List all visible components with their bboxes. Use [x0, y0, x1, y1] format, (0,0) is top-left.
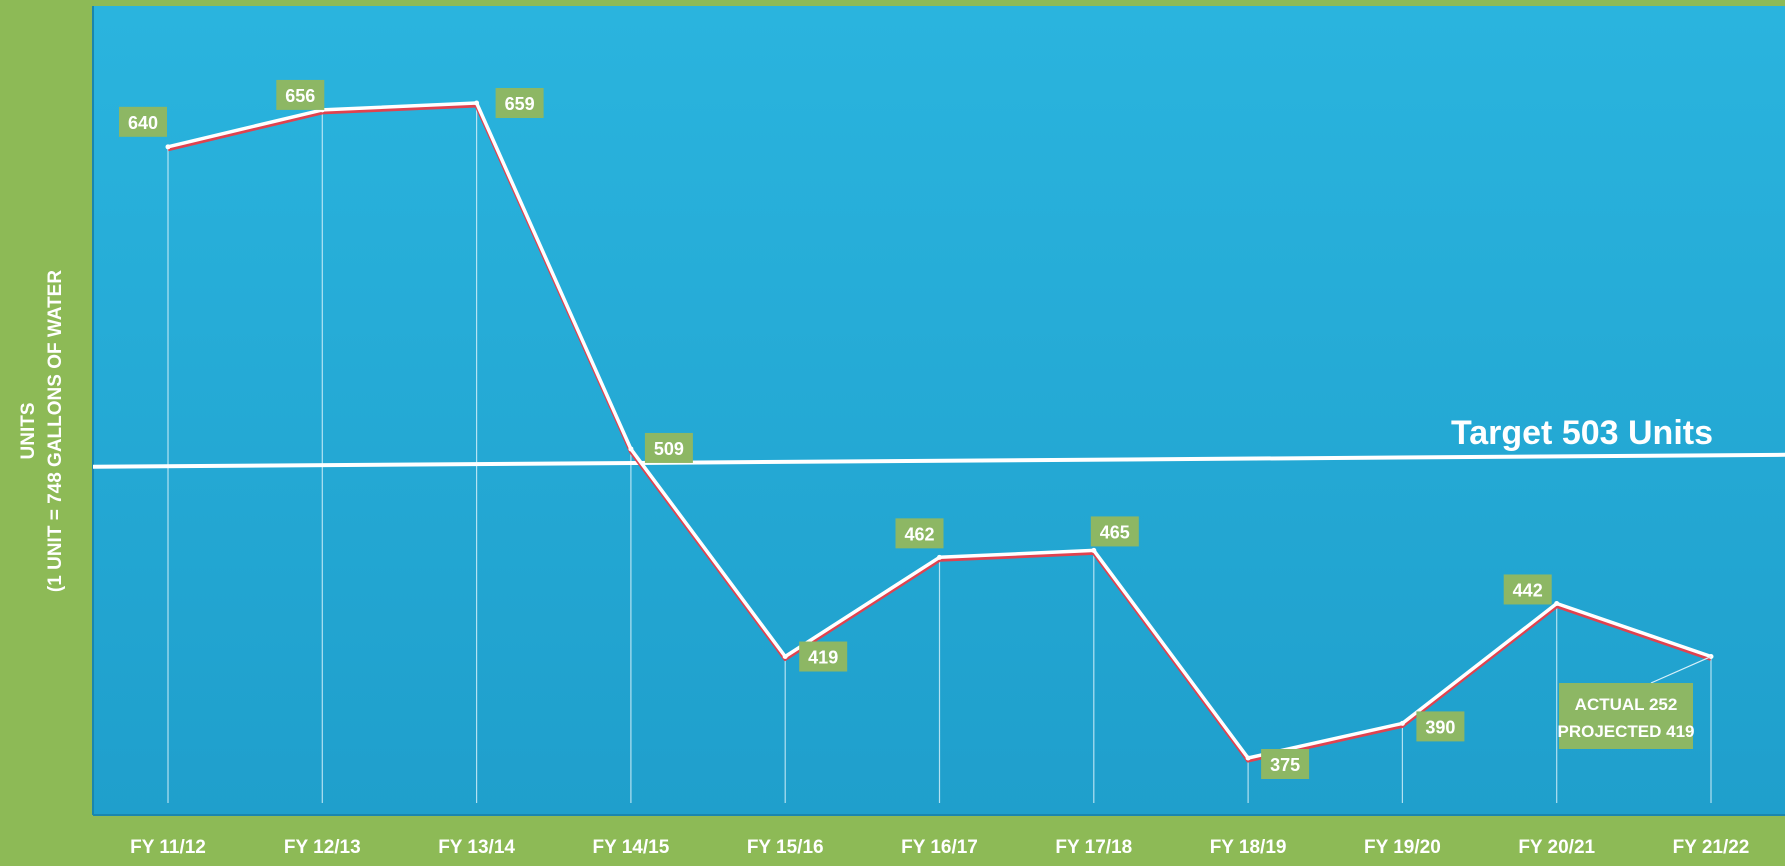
data-label-box	[799, 641, 848, 672]
data-label-box	[1503, 574, 1552, 605]
data-label-box	[276, 79, 325, 110]
data-point-FY 14/15	[628, 446, 634, 452]
data-label-box	[119, 106, 167, 137]
data-label-FY 13/14: 659	[495, 88, 544, 118]
data-label-box	[495, 88, 544, 118]
data-label-box	[1416, 711, 1465, 742]
y-axis-label: UNITS (1 UNIT = 748 GALLONS OF WATER	[15, 270, 69, 592]
x-tick-label-FY 15/16: FY 15/16	[747, 837, 824, 858]
data-label-FY 18/19: 375	[1261, 749, 1310, 779]
data-label-FY 16/17: 462	[895, 518, 944, 549]
x-tick-label-FY 16/17: FY 16/17	[901, 837, 978, 858]
data-point-FY 16/17	[937, 554, 942, 560]
annotation-leader	[1650, 655, 1712, 684]
y-axis-label-line2: (1 UNIT = 748 GALLONS OF WATER	[45, 269, 66, 593]
data-label-box	[1261, 749, 1310, 779]
data-label-text: 640	[128, 113, 158, 133]
x-tick-label-FY 14/15: FY 14/15	[593, 837, 670, 858]
annotation-box: ACTUAL 252 PROJECTED 419	[1558, 655, 1712, 749]
x-tick-label-FY 20/21: FY 20/21	[1518, 837, 1595, 858]
annotation-line1: ACTUAL 252	[1575, 695, 1678, 714]
data-label-FY 17/18: 465	[1090, 516, 1139, 547]
x-tick-label-FY 21/22: FY 21/22	[1673, 837, 1750, 858]
data-label-FY 14/15: 509	[644, 432, 693, 463]
data-label-text: 419	[808, 648, 838, 668]
target-label: Target 503 Units	[1451, 414, 1713, 452]
data-point-FY 13/14	[474, 100, 480, 106]
x-tick-label-FY 13/14: FY 13/14	[438, 837, 515, 858]
data-point-FY 15/16	[782, 654, 788, 660]
data-point-FY 11/12	[165, 144, 171, 150]
x-tick-label-FY 11/12: FY 11/12	[130, 837, 206, 858]
data-label-text: 390	[1425, 717, 1455, 737]
x-tick-label-FY 18/19: FY 18/19	[1210, 837, 1287, 858]
data-label-FY 15/16: 419	[799, 641, 848, 672]
data-label-text: 462	[904, 524, 934, 544]
data-label-FY 11/12: 640	[119, 106, 167, 137]
target-line	[92, 452, 1785, 469]
x-tick-label-FY 19/20: FY 19/20	[1364, 837, 1441, 858]
data-label-box	[895, 518, 944, 549]
x-tick-label-FY 17/18: FY 17/18	[1055, 837, 1132, 858]
data-label-text: 509	[654, 439, 684, 459]
data-point-FY 17/18	[1091, 547, 1097, 553]
annotation-rect	[1559, 683, 1693, 749]
data-point-FY 20/21	[1554, 600, 1560, 606]
data-label-FY 20/21: 442	[1503, 574, 1552, 605]
data-point-FY 18/19	[1245, 755, 1251, 761]
data-label-text: 375	[1270, 755, 1300, 775]
data-label-FY 12/13: 656	[276, 79, 325, 110]
data-point-FY 19/20	[1399, 720, 1405, 726]
data-label-box	[644, 432, 693, 463]
y-axis-label-line1: UNITS	[18, 402, 39, 460]
data-label-text: 442	[1513, 580, 1543, 600]
data-label-box	[1090, 516, 1139, 547]
data-label-text: 465	[1100, 522, 1130, 542]
annotation-line2: PROJECTED 419	[1558, 722, 1695, 741]
data-label-text: 656	[285, 86, 315, 106]
x-tick-label-FY 12/13: FY 12/13	[284, 837, 361, 858]
data-label-FY 19/20: 390	[1416, 711, 1465, 742]
data-label-text: 659	[505, 94, 535, 114]
